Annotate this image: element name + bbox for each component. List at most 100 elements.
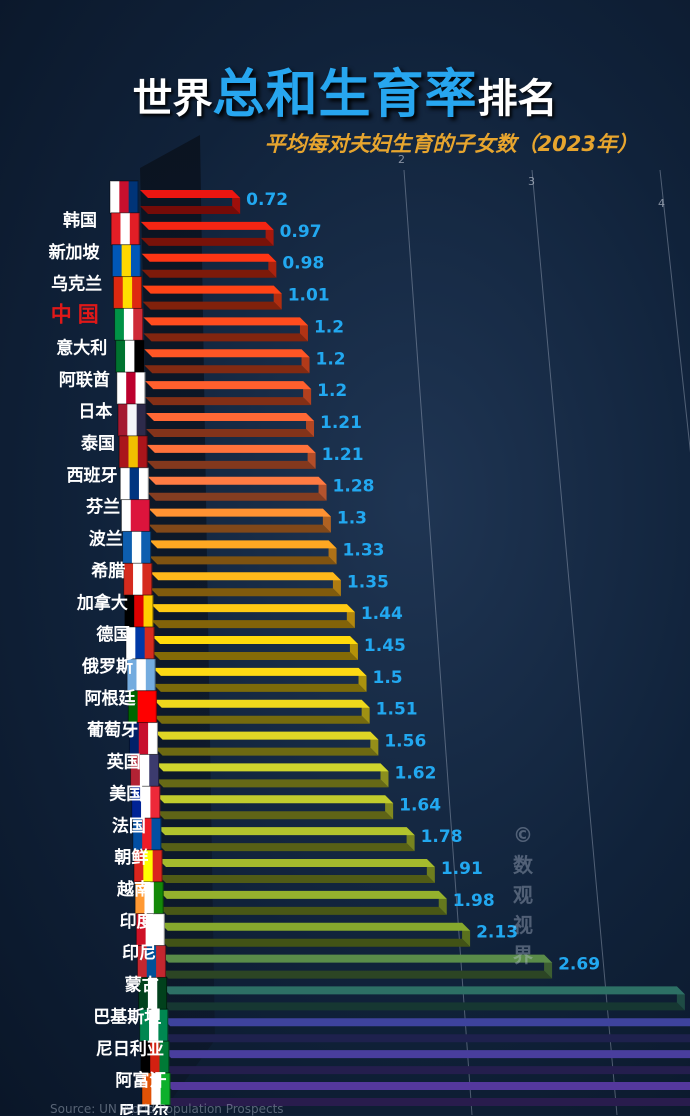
x-tick-label: 3	[528, 175, 535, 188]
bar-depth	[161, 971, 553, 979]
value-label: 0.97	[280, 222, 322, 242]
bar-depth	[149, 525, 331, 533]
x-tick-label: 4	[658, 197, 665, 210]
flag-icon	[125, 595, 153, 627]
flag-stripe	[149, 754, 159, 786]
flag-stripe	[132, 531, 142, 563]
category-label: 韩国	[63, 210, 97, 231]
bar-depth	[145, 397, 311, 405]
x-tick-label: 2	[398, 153, 405, 166]
category-label: 阿富汗	[115, 1070, 166, 1091]
flag-stripe	[148, 723, 158, 755]
bar-depth	[161, 1002, 684, 1010]
flag-stripe	[119, 436, 129, 468]
flag-stripe	[113, 277, 123, 309]
value-label: 1.5	[373, 668, 403, 688]
flag-stripe	[146, 659, 156, 691]
category-label: 阿根廷	[85, 688, 137, 709]
category-label: 印尼	[122, 944, 156, 964]
flag-stripe	[138, 691, 148, 723]
bar-depth	[159, 907, 447, 915]
value-label: 1.21	[320, 413, 362, 433]
category-label: 希腊	[91, 560, 125, 581]
value-label: 1.78	[421, 827, 463, 847]
bar-depth	[152, 652, 358, 660]
flag-stripe	[135, 627, 145, 659]
bar-depth	[154, 716, 370, 724]
category-label: 法国	[112, 815, 146, 836]
bar-depth	[143, 333, 308, 341]
flag-stripe	[147, 691, 157, 723]
flag-stripe	[117, 372, 127, 404]
watermark: ©数观视界	[508, 820, 538, 970]
flag-icon	[115, 308, 144, 340]
bar	[162, 1018, 690, 1042]
flag-icon	[110, 181, 139, 213]
value-label: 1.56	[384, 732, 426, 752]
bar-depth	[163, 1066, 690, 1074]
bar-depth	[155, 748, 379, 756]
flag-stripe	[123, 531, 133, 563]
flag-stripe	[116, 340, 126, 372]
category-label-highlight: 中国	[51, 303, 105, 327]
flag-icon	[118, 404, 147, 436]
value-label: 1.01	[288, 286, 330, 306]
flag-stripe	[124, 308, 134, 340]
value-label: 1.98	[453, 891, 495, 911]
flag-stripe	[129, 181, 139, 213]
flag-stripe	[150, 786, 160, 818]
value-label: 1.44	[361, 604, 403, 624]
category-label: 日本	[78, 401, 112, 422]
value-label: 1.2	[314, 317, 344, 337]
value-label: 1.64	[399, 795, 441, 815]
category-label: 美国	[109, 783, 143, 804]
flag-icon	[112, 245, 140, 277]
flag-stripe	[142, 563, 152, 595]
bar-depth	[149, 556, 336, 564]
value-label: 0.72	[246, 190, 288, 210]
category-label: 加拿大	[76, 592, 128, 613]
flag-stripe	[138, 436, 148, 468]
bar-depth	[146, 429, 314, 437]
value-label: 1.28	[333, 477, 375, 497]
flag-stripe	[154, 882, 164, 914]
flag-icon	[116, 340, 144, 372]
flag-stripe	[134, 595, 144, 627]
value-label: 1.2	[316, 349, 346, 369]
value-label: 1.45	[364, 636, 406, 656]
flag-stripe	[141, 531, 151, 563]
value-label: 1.3	[337, 509, 367, 529]
category-label: 新加坡	[49, 242, 100, 263]
bar-depth	[148, 493, 327, 501]
flag-stripe	[131, 500, 141, 532]
flag-stripe	[155, 914, 165, 946]
value-label: 1.51	[376, 700, 418, 720]
bar-depth	[143, 302, 282, 310]
flag-icon	[113, 277, 142, 309]
value-label: 1.21	[322, 445, 364, 465]
flag-stripe	[123, 277, 133, 309]
flag-stripe	[120, 468, 130, 500]
flag-stripe	[127, 404, 137, 436]
category-label: 意大利	[56, 337, 107, 358]
category-label: 印度	[120, 911, 155, 932]
category-label: 泰国	[81, 433, 115, 454]
flag-stripe	[125, 340, 135, 372]
value-label: 0.98	[282, 254, 324, 274]
flag-stripe	[115, 308, 125, 340]
flag-stripe	[140, 754, 150, 786]
category-label: 葡萄牙	[86, 720, 138, 741]
flag-stripe	[121, 500, 131, 532]
bar-depth	[141, 238, 274, 246]
flag-stripe	[131, 245, 141, 277]
category-label: 芬兰	[85, 497, 120, 518]
bar-depth	[150, 588, 341, 596]
value-label: 1.35	[347, 572, 389, 592]
flag-icon	[120, 468, 148, 500]
source-note: Source: UN World Population Prospects	[50, 1102, 284, 1116]
flag-stripe	[130, 213, 140, 245]
flag-stripe	[156, 946, 166, 978]
category-label: 俄罗斯	[81, 656, 133, 677]
bar-depth	[140, 206, 240, 214]
category-label: 尼日利亚	[96, 1038, 164, 1059]
